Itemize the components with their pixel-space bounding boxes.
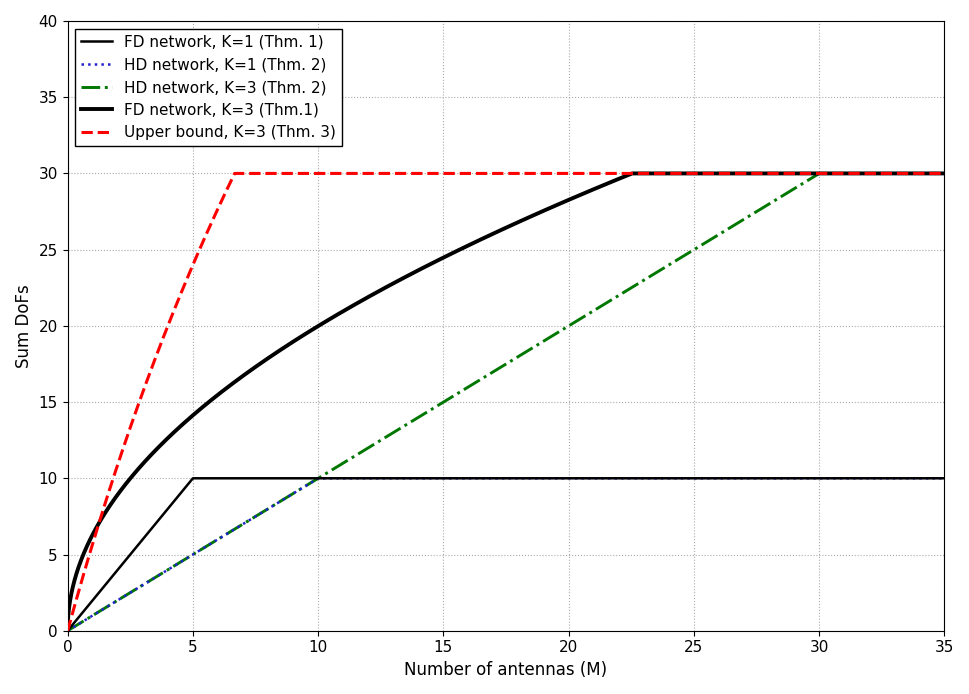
Line: FD network, K=3 (Thm.1): FD network, K=3 (Thm.1) <box>68 174 945 631</box>
HD network, K=1 (Thm. 2) <box>588 474 600 482</box>
Upper bound, K=3 (Thm. 3) <box>221 185 233 194</box>
HD network, K=1 (Thm. 2) <box>221 530 233 538</box>
FD network, K=1 (Thm. 1) <box>221 474 233 482</box>
Line: HD network, K=1 (Thm. 2): HD network, K=1 (Thm. 2) <box>68 478 945 631</box>
FD network, K=1 (Thm. 1) <box>939 474 951 482</box>
HD network, K=3 (Thm. 2) <box>221 530 233 538</box>
FD network, K=3 (Thm.1) <box>626 169 638 178</box>
FD network, K=3 (Thm.1) <box>396 274 408 282</box>
Legend: FD network, K=1 (Thm. 1), HD network, K=1 (Thm. 2), HD network, K=3 (Thm. 2), FD: FD network, K=1 (Thm. 1), HD network, K=… <box>76 28 342 146</box>
FD network, K=3 (Thm.1) <box>62 627 74 635</box>
FD network, K=3 (Thm.1) <box>783 169 795 178</box>
FD network, K=1 (Thm. 1) <box>397 474 409 482</box>
Upper bound, K=3 (Thm. 3) <box>716 169 728 178</box>
Line: HD network, K=3 (Thm. 2): HD network, K=3 (Thm. 2) <box>68 174 945 631</box>
HD network, K=1 (Thm. 2) <box>632 474 643 482</box>
FD network, K=1 (Thm. 1) <box>632 474 643 482</box>
HD network, K=3 (Thm. 2) <box>587 307 599 315</box>
FD network, K=1 (Thm. 1) <box>783 474 795 482</box>
Line: Upper bound, K=3 (Thm. 3): Upper bound, K=3 (Thm. 3) <box>68 174 945 631</box>
Y-axis label: Sum DoFs: Sum DoFs <box>15 284 33 368</box>
FD network, K=3 (Thm.1) <box>632 169 643 178</box>
HD network, K=1 (Thm. 2) <box>939 474 951 482</box>
HD network, K=1 (Thm. 2) <box>312 474 324 482</box>
Upper bound, K=3 (Thm. 3) <box>939 169 951 178</box>
FD network, K=1 (Thm. 1) <box>588 474 600 482</box>
Upper bound, K=3 (Thm. 3) <box>397 169 409 178</box>
Upper bound, K=3 (Thm. 3) <box>588 169 600 178</box>
HD network, K=1 (Thm. 2) <box>62 627 74 635</box>
FD network, K=1 (Thm. 1) <box>187 474 199 482</box>
FD network, K=1 (Thm. 1) <box>716 474 728 482</box>
HD network, K=1 (Thm. 2) <box>716 474 728 482</box>
HD network, K=1 (Thm. 2) <box>783 474 795 482</box>
Upper bound, K=3 (Thm. 3) <box>783 169 795 178</box>
HD network, K=3 (Thm. 2) <box>632 280 643 288</box>
FD network, K=3 (Thm.1) <box>587 185 599 194</box>
HD network, K=3 (Thm. 2) <box>783 188 795 196</box>
FD network, K=3 (Thm.1) <box>221 384 233 392</box>
HD network, K=1 (Thm. 2) <box>397 474 409 482</box>
Upper bound, K=3 (Thm. 3) <box>62 627 74 635</box>
HD network, K=3 (Thm. 2) <box>716 228 728 237</box>
X-axis label: Number of antennas (M): Number of antennas (M) <box>404 661 608 679</box>
HD network, K=3 (Thm. 2) <box>813 169 825 178</box>
HD network, K=3 (Thm. 2) <box>939 169 951 178</box>
HD network, K=3 (Thm. 2) <box>62 627 74 635</box>
FD network, K=3 (Thm.1) <box>716 169 728 178</box>
FD network, K=3 (Thm.1) <box>939 169 951 178</box>
Upper bound, K=3 (Thm. 3) <box>229 169 240 178</box>
Line: FD network, K=1 (Thm. 1): FD network, K=1 (Thm. 1) <box>68 478 945 631</box>
Upper bound, K=3 (Thm. 3) <box>632 169 643 178</box>
FD network, K=1 (Thm. 1) <box>62 627 74 635</box>
HD network, K=3 (Thm. 2) <box>396 423 408 431</box>
